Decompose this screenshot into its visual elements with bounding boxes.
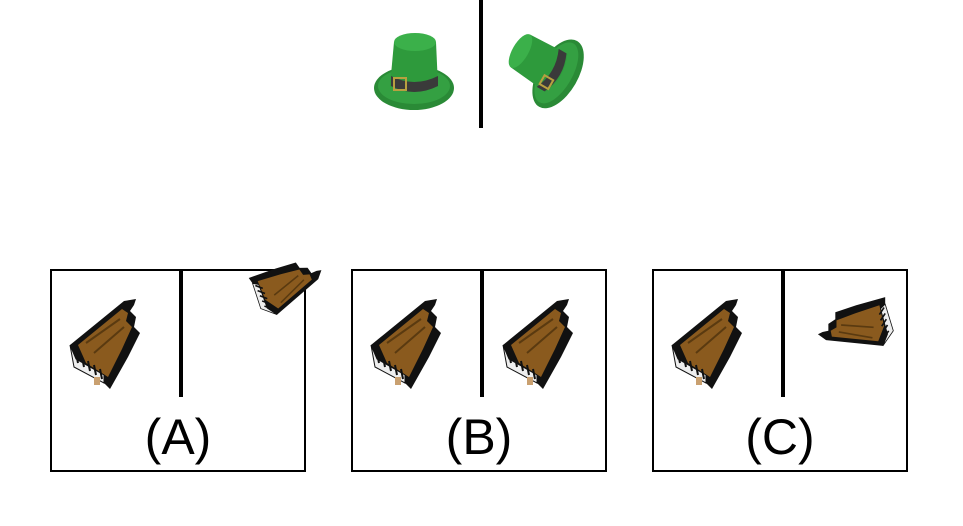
option-c-label: (C) xyxy=(745,409,815,465)
option-b-label: (B) xyxy=(445,409,513,465)
grand-piano-rotated-icon xyxy=(817,297,894,347)
option-c[interactable]: (C) xyxy=(652,269,908,472)
option-b[interactable]: (B) xyxy=(351,269,607,472)
option-a-divider xyxy=(179,271,183,397)
grand-piano-icon xyxy=(502,299,573,389)
option-b-divider xyxy=(480,271,484,397)
grand-piano-flipped-icon xyxy=(248,262,322,316)
example-divider xyxy=(479,0,483,128)
grand-piano-icon xyxy=(69,299,140,389)
grand-piano-icon xyxy=(671,299,742,389)
grand-piano-icon xyxy=(370,299,441,389)
option-a-label: (A) xyxy=(144,409,212,465)
option-c-divider xyxy=(781,271,785,397)
green-top-hat-icon xyxy=(374,33,454,110)
option-a[interactable]: (A) xyxy=(50,262,322,472)
green-top-hat-rotated-icon xyxy=(508,34,584,109)
